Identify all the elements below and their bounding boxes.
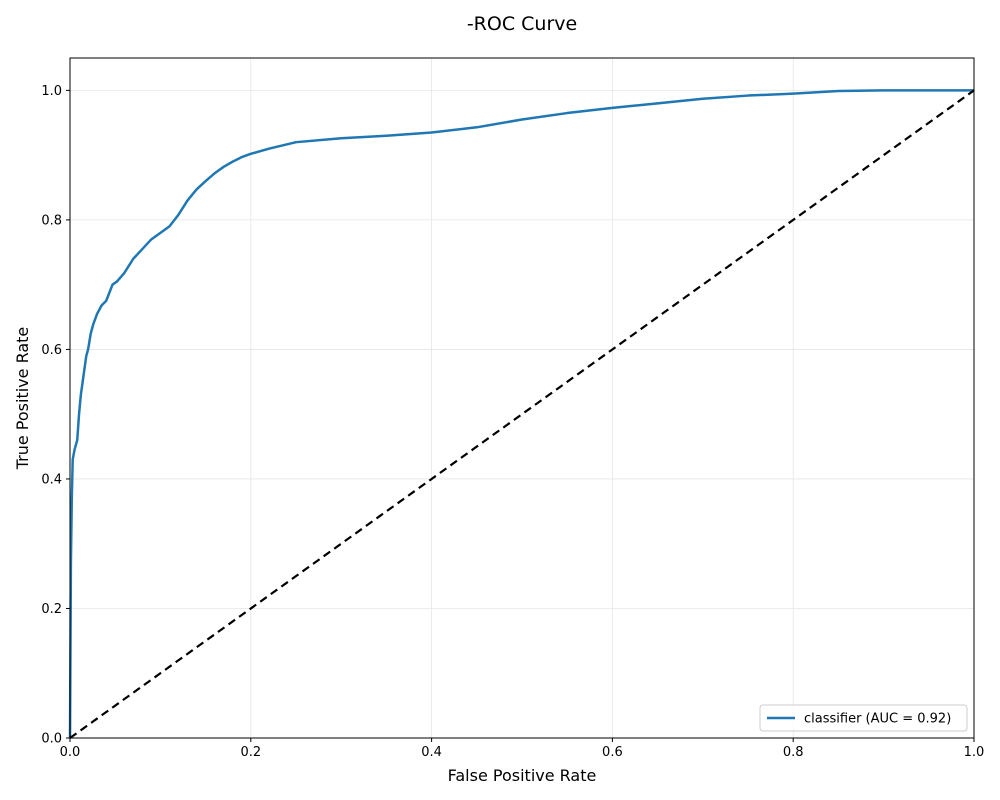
legend-box bbox=[759, 704, 968, 732]
y-tick-label: 0.6 bbox=[41, 343, 62, 358]
x-tick-label: 0.2 bbox=[240, 745, 261, 760]
x-tick-label: 0.4 bbox=[421, 745, 442, 760]
y-tick-label: 0.2 bbox=[41, 602, 62, 617]
x-tick-label: 0.6 bbox=[602, 745, 623, 760]
y-axis-label: True Positive Rate bbox=[13, 327, 32, 471]
legend-entry-classifier: classifier (AUC = 0.92) bbox=[804, 712, 951, 727]
chart-title: -ROC Curve bbox=[467, 13, 577, 35]
series-layer bbox=[68, 89, 975, 739]
chance-diagonal-line bbox=[69, 89, 975, 739]
x-tick-label: 0.0 bbox=[60, 745, 81, 760]
y-tick-label: 0.8 bbox=[41, 213, 62, 228]
y-tick-label: 0.4 bbox=[41, 472, 62, 487]
plot-frame bbox=[69, 57, 975, 739]
grid bbox=[69, 58, 975, 739]
x-tick-label: 1.0 bbox=[964, 745, 985, 760]
y-tick-label: 1.0 bbox=[41, 84, 62, 99]
roc-curve-line bbox=[68, 89, 974, 739]
legend: classifier (AUC = 0.92) bbox=[759, 704, 968, 732]
ticks: 0.0 0.2 0.4 0.6 0.8 1.0 0.0 0.2 0.4 0.6 0.8 1.0 bbox=[41, 84, 984, 760]
x-tick-label: 0.8 bbox=[783, 745, 804, 760]
y-tick-label: 0.0 bbox=[41, 732, 62, 747]
x-axis-label: False Positive Rate bbox=[448, 766, 597, 785]
